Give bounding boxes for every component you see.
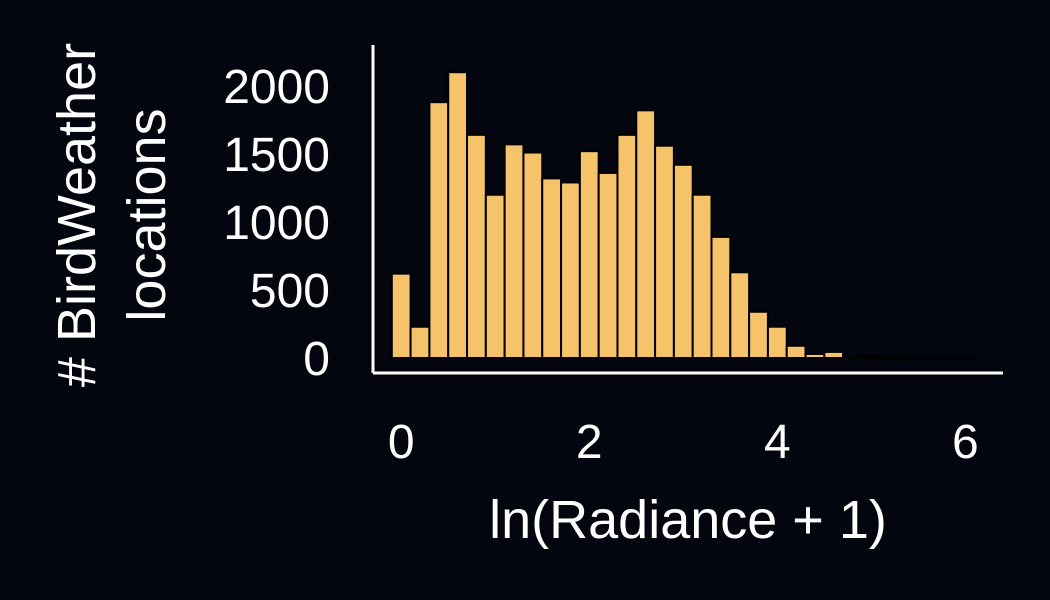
y-axis-title-line-1: # BirdWeather — [47, 43, 107, 387]
histogram-bar — [503, 143, 525, 360]
x-axis-title: ln(Radiance + 1) — [489, 490, 887, 550]
histogram-bar — [597, 171, 619, 360]
histogram-bar — [917, 356, 939, 360]
histogram-bar — [710, 235, 732, 360]
histogram-bar — [522, 151, 544, 360]
histogram-bar — [804, 352, 826, 360]
x-tick-label: 0 — [388, 416, 415, 469]
histogram-bar — [390, 272, 412, 360]
histogram-bar — [936, 356, 957, 360]
histogram-bar — [860, 355, 882, 360]
histogram-bar — [691, 193, 713, 360]
y-tick-label: 1000 — [223, 197, 330, 250]
y-axis-title-line-2: locations — [117, 108, 177, 321]
histogram-bar — [428, 101, 450, 360]
y-tick-label: 1500 — [223, 129, 330, 182]
histogram-bar — [672, 163, 694, 360]
x-tick-label: 4 — [764, 416, 791, 469]
x-tick-label: 2 — [576, 416, 603, 469]
y-tick-label: 0 — [303, 333, 330, 386]
histogram-bar — [842, 354, 863, 360]
y-tick-label: 500 — [250, 265, 330, 318]
histogram-bar — [823, 350, 845, 360]
x-tick-labels: 0 2 4 6 — [388, 416, 979, 469]
histogram-bar — [954, 356, 976, 360]
histogram-bar — [560, 181, 581, 360]
histogram-bar — [541, 177, 563, 360]
y-tick-labels: 0 500 1000 1500 2000 — [223, 61, 330, 386]
histogram-bar — [748, 310, 769, 360]
histogram-bar — [409, 325, 431, 360]
histogram-bar — [635, 109, 657, 360]
y-axis-title: # BirdWeather locations — [47, 43, 177, 387]
histogram-bar — [616, 133, 638, 360]
histogram-bar — [785, 344, 807, 360]
histogram-bar — [898, 356, 920, 360]
histogram-bar — [447, 71, 469, 360]
histogram-bar — [729, 271, 751, 360]
histogram-bar — [466, 133, 487, 360]
histogram-bar — [484, 193, 506, 360]
histogram-bar — [578, 150, 600, 360]
y-tick-label: 2000 — [223, 61, 330, 114]
histogram-bar — [766, 325, 788, 360]
bars-group — [390, 71, 976, 360]
histogram-bar — [654, 144, 675, 360]
x-tick-label: 6 — [952, 416, 979, 469]
histogram-bar — [879, 356, 901, 360]
